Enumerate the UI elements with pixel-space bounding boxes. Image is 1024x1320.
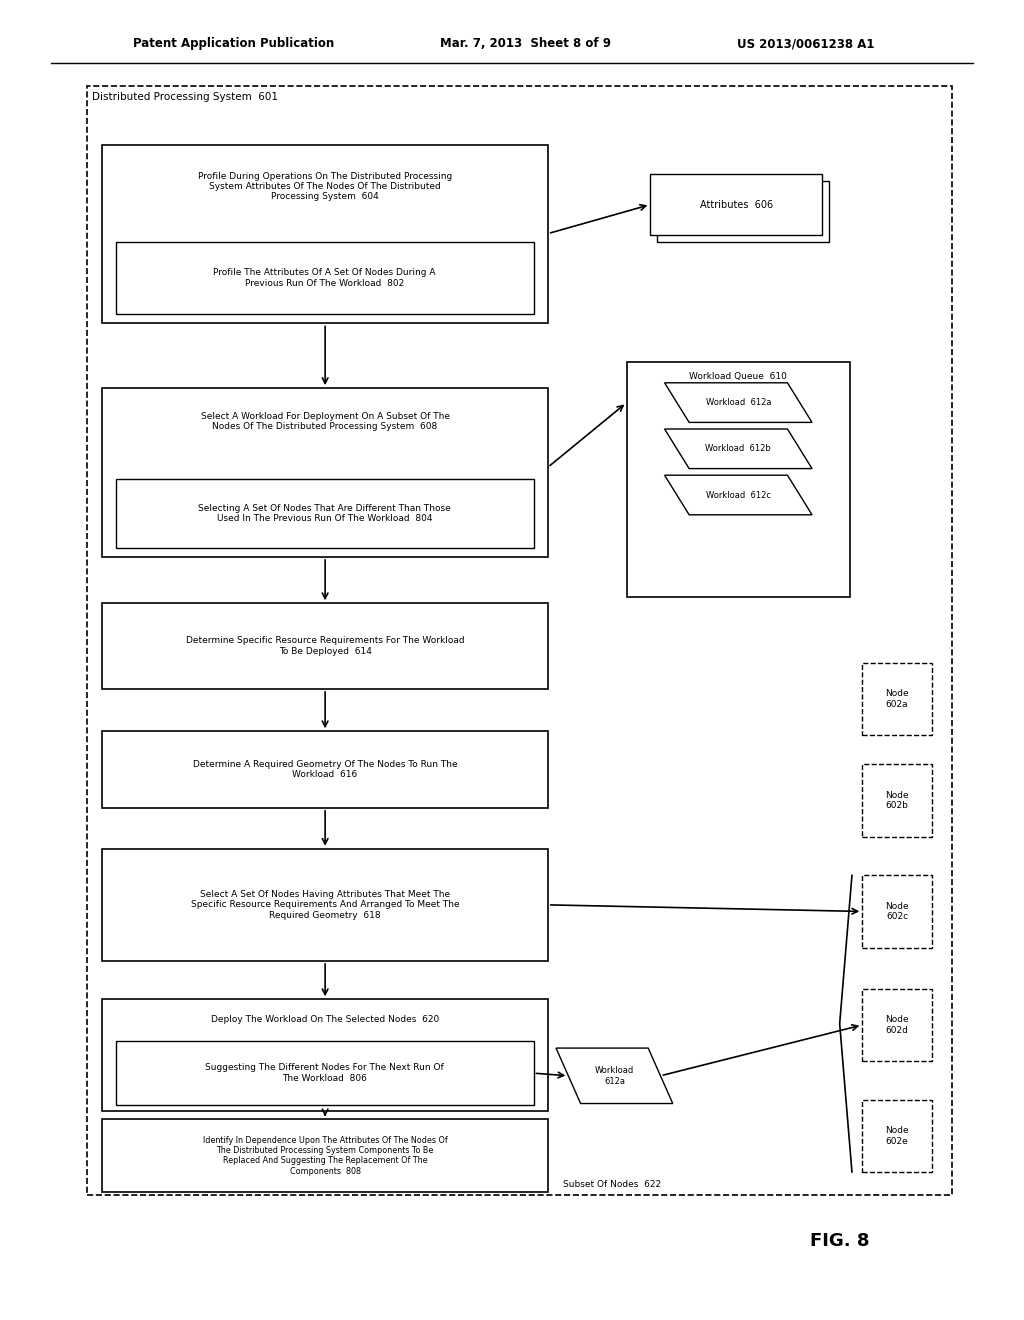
Text: Node
602d: Node 602d bbox=[885, 1015, 909, 1035]
Text: Selecting A Set Of Nodes That Are Different Than Those
Used In The Previous Run : Selecting A Set Of Nodes That Are Differ… bbox=[199, 504, 451, 523]
FancyBboxPatch shape bbox=[102, 145, 548, 323]
FancyBboxPatch shape bbox=[627, 362, 850, 597]
Text: Workload  612c: Workload 612c bbox=[706, 491, 771, 499]
FancyBboxPatch shape bbox=[862, 764, 932, 837]
Text: Profile During Operations On The Distributed Processing
System Attributes Of The: Profile During Operations On The Distrib… bbox=[198, 172, 453, 202]
Text: Distributed Processing System  601: Distributed Processing System 601 bbox=[92, 92, 279, 103]
FancyBboxPatch shape bbox=[862, 875, 932, 948]
FancyBboxPatch shape bbox=[102, 999, 548, 1111]
FancyBboxPatch shape bbox=[102, 1119, 548, 1192]
FancyBboxPatch shape bbox=[862, 663, 932, 735]
FancyBboxPatch shape bbox=[116, 479, 534, 548]
Text: Node
602b: Node 602b bbox=[885, 791, 909, 810]
FancyBboxPatch shape bbox=[102, 849, 548, 961]
FancyBboxPatch shape bbox=[862, 989, 932, 1061]
FancyBboxPatch shape bbox=[116, 1041, 534, 1105]
Text: Subset Of Nodes  622: Subset Of Nodes 622 bbox=[563, 1180, 662, 1188]
Text: Attributes  606: Attributes 606 bbox=[699, 199, 773, 210]
Text: Determine Specific Resource Requirements For The Workload
To Be Deployed  614: Determine Specific Resource Requirements… bbox=[185, 636, 465, 656]
Text: Node
602a: Node 602a bbox=[885, 689, 909, 709]
FancyBboxPatch shape bbox=[87, 86, 952, 1195]
FancyBboxPatch shape bbox=[102, 731, 548, 808]
Text: Workload Queue  610: Workload Queue 610 bbox=[689, 372, 787, 381]
Polygon shape bbox=[665, 383, 812, 422]
Text: Node
602c: Node 602c bbox=[885, 902, 909, 921]
Text: Select A Set Of Nodes Having Attributes That Meet The
Specific Resource Requirem: Select A Set Of Nodes Having Attributes … bbox=[190, 890, 460, 920]
FancyBboxPatch shape bbox=[862, 1100, 932, 1172]
Text: Deploy The Workload On The Selected Nodes  620: Deploy The Workload On The Selected Node… bbox=[211, 1015, 439, 1024]
FancyBboxPatch shape bbox=[116, 242, 534, 314]
Text: Workload
612a: Workload 612a bbox=[595, 1067, 634, 1085]
Text: Mar. 7, 2013  Sheet 8 of 9: Mar. 7, 2013 Sheet 8 of 9 bbox=[440, 37, 611, 50]
Text: Patent Application Publication: Patent Application Publication bbox=[133, 37, 335, 50]
FancyBboxPatch shape bbox=[102, 388, 548, 557]
Text: Node
602e: Node 602e bbox=[885, 1126, 909, 1146]
Text: Profile The Attributes Of A Set Of Nodes During A
Previous Run Of The Workload  : Profile The Attributes Of A Set Of Nodes… bbox=[213, 268, 436, 288]
Text: Identify In Dependence Upon The Attributes Of The Nodes Of
The Distributed Proce: Identify In Dependence Upon The Attribut… bbox=[203, 1135, 447, 1176]
FancyBboxPatch shape bbox=[657, 181, 829, 242]
Polygon shape bbox=[665, 475, 812, 515]
Text: Suggesting The Different Nodes For The Next Run Of
The Workload  806: Suggesting The Different Nodes For The N… bbox=[205, 1064, 444, 1082]
Polygon shape bbox=[556, 1048, 673, 1104]
Text: Workload  612a: Workload 612a bbox=[706, 399, 771, 407]
Text: Workload  612b: Workload 612b bbox=[706, 445, 771, 453]
Text: US 2013/0061238 A1: US 2013/0061238 A1 bbox=[737, 37, 874, 50]
FancyBboxPatch shape bbox=[650, 174, 822, 235]
Polygon shape bbox=[665, 429, 812, 469]
Text: Determine A Required Geometry Of The Nodes To Run The
Workload  616: Determine A Required Geometry Of The Nod… bbox=[193, 760, 458, 779]
FancyBboxPatch shape bbox=[102, 603, 548, 689]
Text: Select A Workload For Deployment On A Subset Of The
Nodes Of The Distributed Pro: Select A Workload For Deployment On A Su… bbox=[201, 412, 450, 432]
Text: FIG. 8: FIG. 8 bbox=[810, 1232, 869, 1250]
